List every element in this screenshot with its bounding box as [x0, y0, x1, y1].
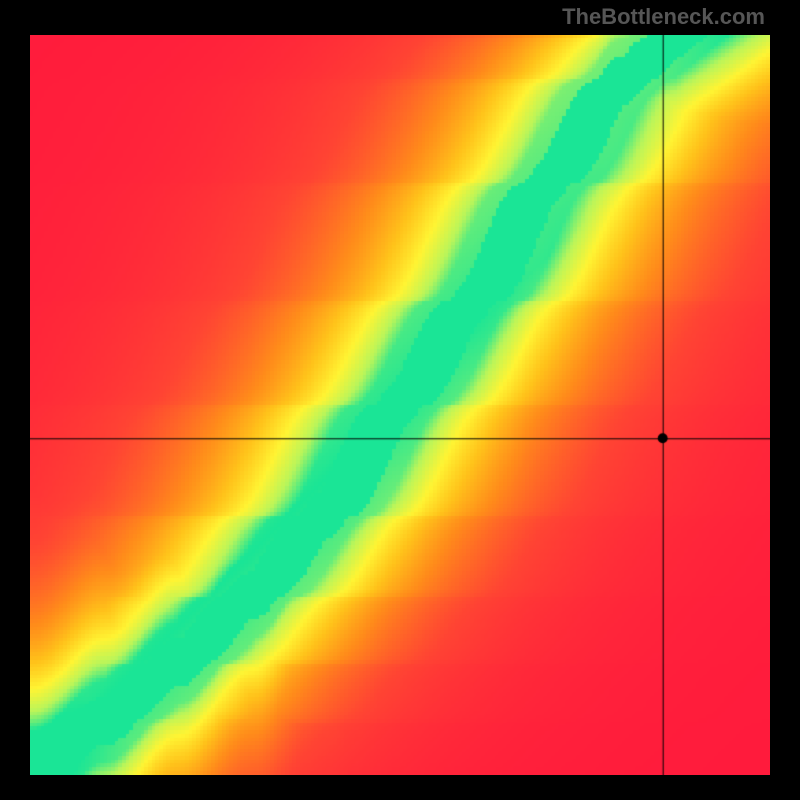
watermark-text: TheBottleneck.com [562, 4, 765, 30]
bottleneck-heatmap [30, 35, 770, 775]
